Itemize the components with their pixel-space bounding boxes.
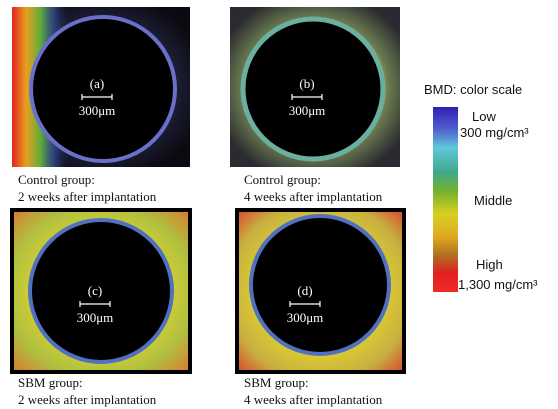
caption-line: Control group: [18,171,156,188]
scale-label: 300μm [79,103,116,118]
scale-label: 300μm [287,310,324,325]
scale-label: Low [472,109,496,124]
color-scale-bar [433,107,458,292]
scale-label: Middle [474,193,512,208]
scale-label: 300μm [289,103,326,118]
scale-label: High [476,257,503,272]
scale-title: BMD: color scale [424,82,522,97]
caption: SBM group:4 weeks after implantation [244,374,382,408]
caption: Control group:4 weeks after implantation [244,171,382,205]
caption-line: SBM group: [244,374,382,391]
caption-line: 2 weeks after implantation [18,188,156,205]
caption: Control group:2 weeks after implantation [18,171,156,205]
panel-b-image [230,7,400,167]
caption: SBM group:2 weeks after implantation [18,374,156,408]
caption-line: Control group: [244,171,382,188]
caption-line: 4 weeks after implantation [244,391,382,408]
scale-label: 300 mg/cm³ [460,125,529,140]
panel-label: (b) [299,76,314,91]
panel-label: (a) [90,76,104,91]
figure: (a) 300μm (b) 300μm (c) 300μm (d) 300μm … [0,0,558,409]
panel-label: (c) [88,283,102,298]
caption-line: 4 weeks after implantation [244,188,382,205]
caption-line: 2 weeks after implantation [18,391,156,408]
caption-line: SBM group: [18,374,156,391]
panel-d-image [237,210,404,372]
scale-label: 1,300 mg/cm³ [458,277,537,292]
panel-label: (d) [297,283,312,298]
scale-label: 300μm [77,310,114,325]
